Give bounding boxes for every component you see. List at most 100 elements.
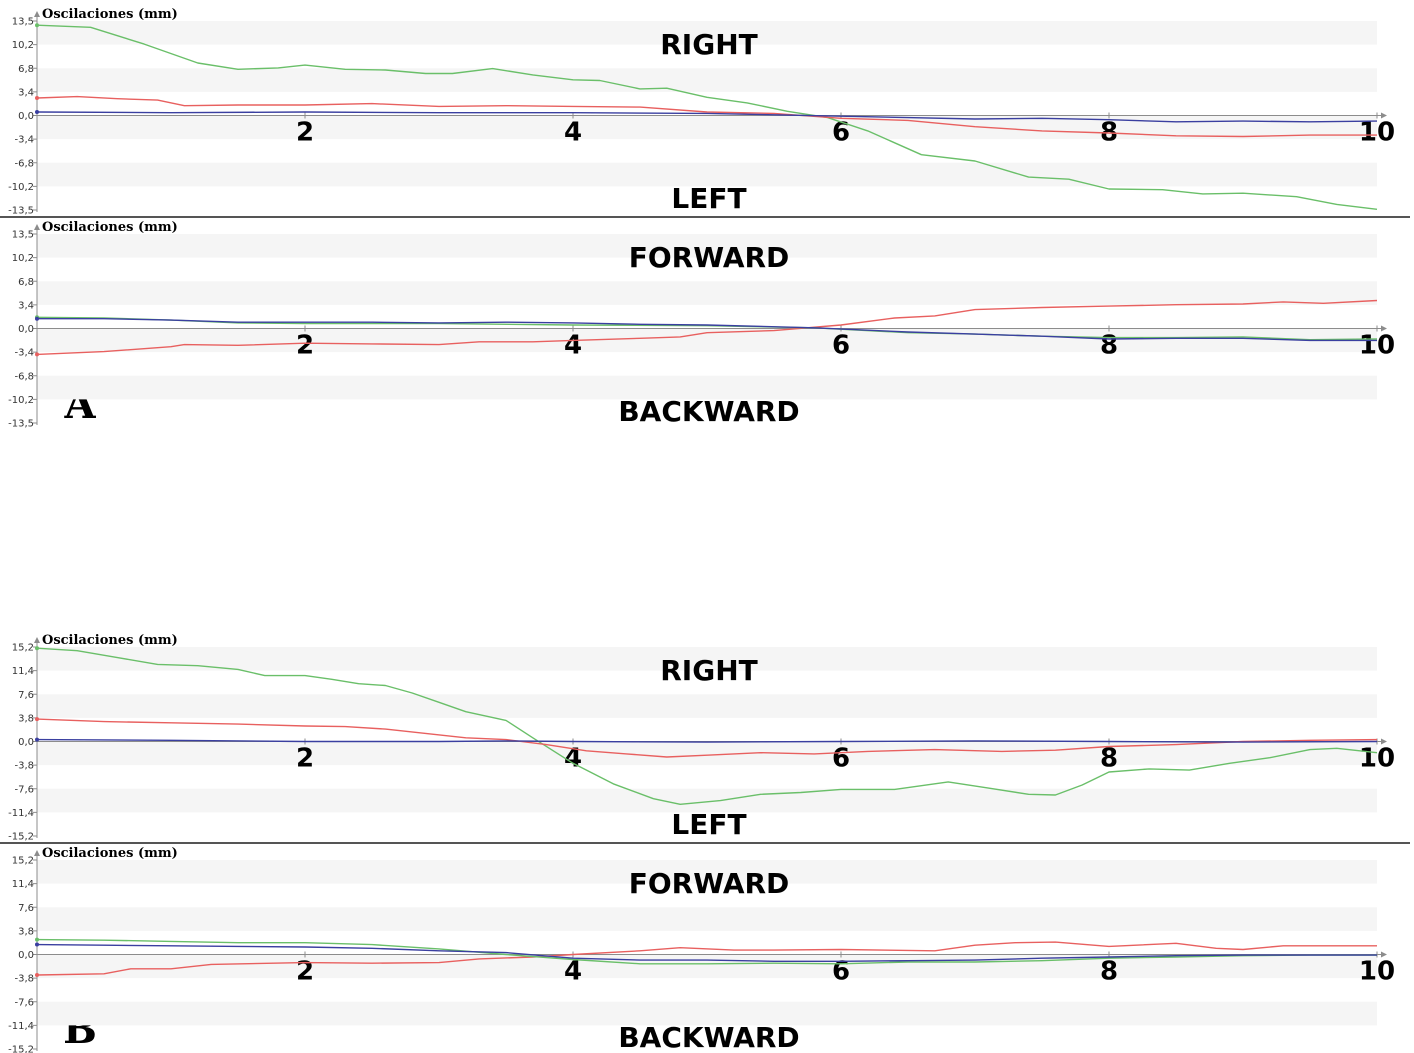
y-tick-label: -11,4 (8, 1021, 34, 1032)
x-tick-label: 2 (296, 331, 314, 361)
y-axis-label: Oscilaciones (mm) (42, 633, 178, 648)
direction-label-top: RIGHT (660, 28, 758, 61)
series-start-point-red (35, 717, 39, 722)
x-tick-label: 6 (832, 331, 850, 361)
grid-band (37, 860, 1377, 884)
y-tick-label: -10,2 (8, 182, 34, 193)
direction-label-top: FORWARD (629, 867, 790, 900)
y-tick-label: 15,2 (12, 856, 34, 867)
x-axis-arrow (1381, 112, 1387, 119)
series-line-blue (36, 943, 1377, 962)
y-tick-label: 7,6 (18, 903, 34, 914)
series-start-point-red (35, 352, 39, 357)
grid-band (37, 21, 1377, 45)
x-tick-label: 10 (1359, 957, 1395, 987)
chart-panel-4: 15,211,47,63,80,0-3,8-7,6-11,4-15,22 4 6 8 1… (8, 846, 1395, 1053)
series-line-blue (36, 111, 1378, 123)
x-axis-arrow (1381, 738, 1387, 745)
series-start-point-blue (35, 737, 39, 742)
series-line-green (36, 24, 1378, 210)
y-tick-label: 3,4 (18, 300, 34, 311)
x-tick-label: 10 (1359, 118, 1395, 148)
y-tick-label: 10,2 (12, 253, 34, 264)
grid-band (37, 328, 1377, 353)
y-tick-label: -15,2 (8, 832, 34, 843)
y-axis-arrow (34, 850, 40, 856)
series-start-point-red (35, 973, 39, 978)
direction-label-bottom: BACKWARD (618, 395, 799, 428)
y-tick-label: 3,4 (18, 87, 34, 98)
y-tick-label: 6,8 (18, 64, 34, 75)
x-tick-label: 10 (1359, 744, 1395, 774)
series-start-point-blue (35, 110, 39, 114)
grid-band (37, 234, 1377, 258)
grid-band (37, 375, 1377, 400)
grid-band (37, 162, 1377, 187)
y-tick-label: 11,4 (12, 666, 34, 677)
y-axis-arrow (34, 11, 40, 17)
direction-label-top: RIGHT (660, 654, 758, 687)
series-start-point-red (35, 96, 39, 100)
y-axis-label: Oscilaciones (mm) (42, 220, 178, 235)
x-tick-label: 8 (1100, 957, 1118, 987)
y-tick-label: 10,2 (12, 40, 34, 51)
y-axis-arrow (34, 637, 40, 643)
x-tick-label: 4 (564, 957, 582, 987)
y-axis-label: Oscilaciones (mm) (42, 846, 178, 861)
direction-label-top: FORWARD (629, 241, 790, 274)
grid-band (37, 694, 1377, 718)
series-line-blue (37, 318, 1377, 342)
x-tick-label: 6 (832, 744, 850, 774)
y-tick-label: 15,2 (12, 643, 34, 654)
y-tick-label: -7,6 (14, 997, 34, 1008)
y-tick-label: 13,5 (12, 230, 34, 241)
series-start-point-green (35, 937, 39, 942)
y-tick-label: -10,2 (8, 395, 34, 406)
y-tick-label: 3,8 (18, 926, 34, 937)
y-tick-label: 0,0 (18, 111, 34, 122)
series-line-green (36, 647, 1378, 805)
chart-panel-2: 13,5 10,2 6,8 3,4 0,0 -3,4 -6,8 -10,2 -13,5 2 4 6 8 1… (8, 220, 1395, 430)
y-tick-label: 13,5 (12, 17, 34, 28)
y-tick-label: -6,8 (14, 371, 34, 382)
series-start-point-green (35, 23, 39, 28)
series-line-red (36, 95, 1377, 138)
series-line-blue (36, 738, 1378, 743)
chart-panel-1: 13,5 10,2 6,8 3,4 0,0 -3,4 -6,8 -10,2 -13,5 2 4 6 8 1… (0, 7, 1410, 428)
series-start-point-blue (35, 942, 39, 947)
y-tick-label: 6,8 (18, 277, 34, 288)
y-tick-label: -6,8 (14, 158, 34, 169)
grid-band (37, 1001, 1377, 1026)
y-axis-arrow (34, 224, 40, 230)
grid-band (37, 647, 1377, 671)
grid-band (37, 68, 1377, 92)
x-tick-label: 2 (296, 118, 314, 148)
y-tick-label: -7,6 (14, 784, 34, 795)
chart-panel-3: 15,2 11,4 7,6 3,8 0,0 -3,8 -7,6 -11,4 -15,2 2 4 6 8 1… (0, 633, 1410, 1053)
x-tick-label: 2 (296, 744, 314, 774)
y-tick-label: -3,4 (14, 135, 34, 146)
x-tick-label: 2 (296, 957, 314, 987)
y-tick-label: 0,0 (18, 324, 34, 335)
y-tick-label: 7,6 (18, 690, 34, 701)
direction-label-bottom: LEFT (671, 808, 746, 841)
x-axis-arrow (1381, 951, 1387, 958)
series-line-red (36, 718, 1378, 758)
x-axis-arrow (1381, 325, 1387, 332)
grid-band (37, 741, 1377, 766)
grid-band (37, 281, 1377, 305)
x-tick-label: 10 (1359, 331, 1395, 361)
direction-label-bottom: LEFT (671, 182, 746, 215)
y-axis-label: Oscilaciones (mm) (42, 7, 178, 22)
series-line-red (36, 299, 1378, 356)
direction-label-bottom: BACKWARD (618, 1021, 799, 1053)
y-tick-label: -3,4 (14, 348, 34, 359)
y-tick-label: 11,4 (12, 879, 34, 890)
x-tick-label: 4 (564, 118, 582, 148)
y-tick-label: -15,2 (8, 1045, 34, 1053)
series-start-point-green (35, 646, 39, 651)
y-tick-label: 3,8 (18, 713, 34, 724)
y-tick-label: -13,5 (8, 206, 34, 217)
y-tick-label: -13,5 (8, 419, 34, 430)
